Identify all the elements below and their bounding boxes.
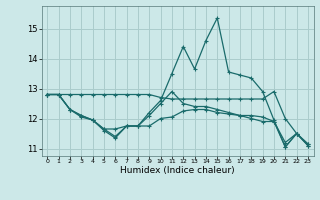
X-axis label: Humidex (Indice chaleur): Humidex (Indice chaleur) <box>120 166 235 175</box>
